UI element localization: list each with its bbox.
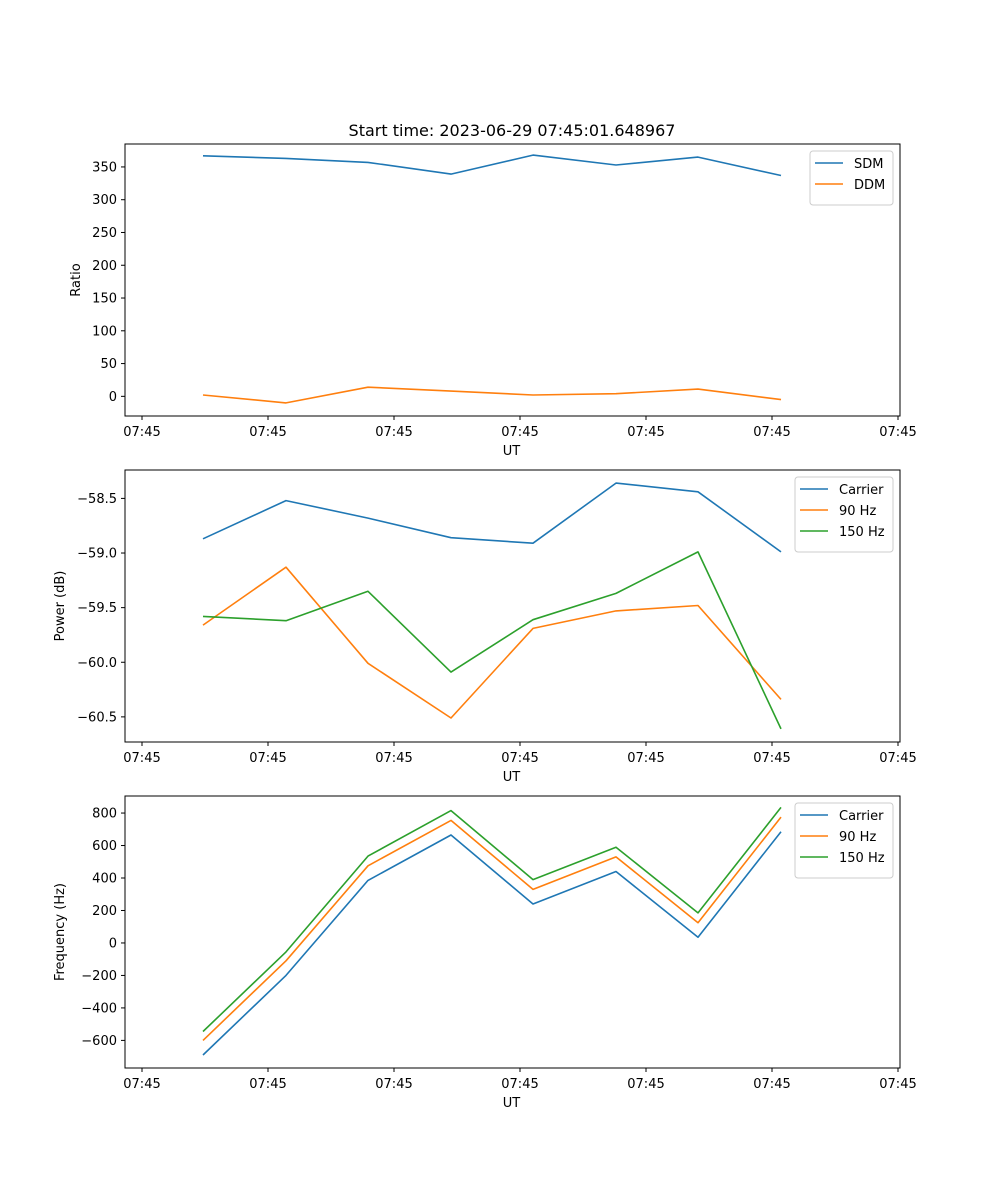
y-tick-label: −600 — [81, 1034, 117, 1049]
y-tick-label: −60.0 — [77, 656, 117, 671]
y-tick-label: 400 — [92, 872, 117, 887]
y-tick-labels: −600 −400 −200 0 200 400 600 800 — [81, 807, 117, 1049]
x-tick-label: 07:45 — [123, 751, 160, 766]
x-tick-label: 07:45 — [375, 1077, 412, 1092]
x-tick-label: 07:45 — [879, 1077, 916, 1092]
legend-label: DDM — [854, 178, 885, 193]
x-tick-label: 07:45 — [249, 751, 286, 766]
x-tick-label: 07:45 — [375, 425, 412, 440]
legend-box — [794, 476, 894, 553]
series-line-90-hz — [202, 816, 782, 1041]
x-tick-label: 07:45 — [501, 751, 538, 766]
legend: Carrier 90 Hz 150 Hz — [794, 802, 894, 879]
series-line-sdm — [202, 154, 782, 177]
y-axis-label: Ratio — [69, 263, 84, 296]
x-axis-label: UT — [503, 444, 521, 459]
x-tick-label: 07:45 — [123, 1077, 160, 1092]
plots-container: 07:45 07:45 07:45 07:45 07:45 07:45 07:45 0 50 10… — [53, 143, 917, 1111]
y-tick-labels: 0 50 100 150 200 250 300 350 — [92, 160, 117, 404]
y-tick-label: 250 — [92, 226, 117, 241]
x-tick-label: 07:45 — [879, 751, 916, 766]
x-tick-label: 07:45 — [627, 425, 664, 440]
axes-frame — [124, 795, 901, 1069]
x-tick-labels: 07:45 07:45 07:45 07:45 07:45 07:45 07:45 — [123, 1077, 916, 1092]
y-tick-label: 150 — [92, 292, 117, 307]
series-line-150-hz — [202, 806, 782, 1033]
y-tick-label: 350 — [92, 160, 117, 175]
subplot-3: 07:45 07:45 07:45 07:45 07:45 07:45 07:45−600−… — [53, 795, 917, 1111]
x-tick-label: 07:45 — [249, 425, 286, 440]
legend: SDM DDM — [809, 150, 894, 206]
y-tick-label: −58.5 — [77, 492, 117, 507]
series-line-carrier — [202, 831, 782, 1056]
y-tick-label: 600 — [92, 839, 117, 854]
legend-label: Carrier — [839, 809, 884, 824]
y-tick-label: −59.5 — [77, 601, 117, 616]
axes-frame — [124, 469, 901, 743]
x-tick-label: 07:45 — [501, 1077, 538, 1092]
figure-title: Start time: 2023-06-29 07:45:01.648967 — [349, 121, 676, 140]
x-tick-label: 07:45 — [753, 1077, 790, 1092]
x-tick-label: 07:45 — [753, 425, 790, 440]
x-tick-label: 07:45 — [627, 1077, 664, 1092]
series-line-carrier — [202, 482, 782, 553]
x-tick-label: 07:45 — [249, 1077, 286, 1092]
legend-label: Carrier — [839, 483, 884, 498]
x-tick-label: 07:45 — [501, 425, 538, 440]
x-tick-label: 07:45 — [753, 751, 790, 766]
y-tick-label: 200 — [92, 259, 117, 274]
legend-label: 90 Hz — [839, 830, 876, 845]
series-line-ddm — [202, 386, 782, 404]
subplot-2: 07:45 07:45 07:45 07:45 07:45 07:45 07:45 −58.5… — [53, 469, 917, 785]
x-axis-label: UT — [503, 770, 521, 785]
legend-box — [794, 802, 894, 879]
x-tick-labels: 07:45 07:45 07:45 07:45 07:45 07:45 07:45 — [123, 751, 916, 766]
y-tick-labels: −58.5 −59.0 −59.5 −60.0 −60.5 — [77, 492, 117, 725]
axes-frame — [124, 143, 901, 417]
y-axis-label: Power (dB) — [53, 571, 68, 642]
y-tick-label: −60.5 — [77, 710, 117, 725]
series-line-90-hz — [202, 566, 782, 719]
y-tick-label: −59.0 — [77, 547, 117, 562]
y-tick-label: 50 — [100, 357, 117, 372]
x-tick-label: 07:45 — [627, 751, 664, 766]
y-tick-label: 0 — [109, 936, 117, 951]
legend-box — [809, 150, 894, 206]
y-tick-label: −200 — [81, 969, 117, 984]
x-tick-label: 07:45 — [879, 425, 916, 440]
x-tick-label: 07:45 — [123, 425, 160, 440]
y-tick-label: 300 — [92, 193, 117, 208]
y-tick-label: 100 — [92, 324, 117, 339]
legend-label: 150 Hz — [839, 851, 885, 866]
legend: Carrier 90 Hz 150 Hz — [794, 476, 894, 553]
series-line-150-hz — [202, 551, 782, 730]
y-tick-label: 0 — [109, 390, 117, 405]
x-axis-label: UT — [503, 1096, 521, 1111]
y-axis-label: Frequency (Hz) — [53, 883, 68, 981]
x-tick-label: 07:45 — [375, 751, 412, 766]
y-tick-label: 800 — [92, 807, 117, 822]
legend-label: 150 Hz — [839, 525, 885, 540]
y-tick-label: −400 — [81, 1001, 117, 1016]
x-tick-labels: 07:45 07:45 07:45 07:45 07:45 07:45 07:45 — [123, 425, 916, 440]
legend-label: 90 Hz — [839, 504, 876, 519]
y-tick-label: 200 — [92, 904, 117, 919]
legend-label: SDM — [854, 157, 883, 172]
subplot-1: 07:45 07:45 07:45 07:45 07:45 07:45 07:45 0 50 10… — [69, 143, 917, 459]
